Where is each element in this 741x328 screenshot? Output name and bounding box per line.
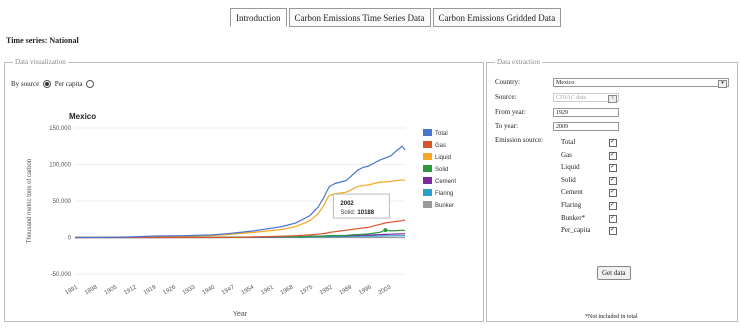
data-extraction-panel: Data extraction Country: Mexico ▾ Source… (486, 58, 738, 322)
emissions-chart: Mexico 150,000 100,000 50,000 0 -50,000 Thousa… (27, 112, 456, 318)
x-tick-label: 1982 (319, 284, 334, 296)
emission-source-checkbox[interactable] (609, 188, 617, 198)
legend-label-flaring: Flaring (435, 191, 453, 197)
x-tick-label: 1961 (260, 284, 275, 296)
legend-label-liquid: Liquid (435, 155, 451, 161)
emission-source-label: Solid (561, 175, 576, 184)
emission-source-label: Liquid (561, 163, 580, 172)
chart-title: Mexico (69, 112, 96, 121)
by-source-radio[interactable] (42, 80, 51, 89)
emission-source-label: Cement (561, 188, 583, 197)
tab-time-series[interactable]: Carbon Emissions Time Series Data (288, 8, 431, 27)
emission-source-label: Bunker* (561, 213, 586, 222)
x-tick-label: 1975 (299, 284, 314, 296)
tooltip-year: 2002 (340, 201, 354, 207)
x-tick-label: 1898 (84, 284, 99, 296)
y-tick-label: 100,000 (49, 163, 71, 169)
emission-source-label: Emission source: (495, 136, 544, 144)
emission-source-label: Per_capita (561, 226, 591, 235)
to-year-input[interactable]: 2009 (553, 122, 619, 131)
from-year-input[interactable]: 1929 (553, 108, 619, 117)
tooltip-box (332, 193, 390, 219)
series-line-total (74, 145, 406, 239)
emission-source-checkbox[interactable] (609, 176, 617, 185)
emission-source-checkbox[interactable] (609, 138, 617, 147)
emission-source-checkbox[interactable] (609, 151, 617, 160)
data-visualization-panel: Data visualization By source Per capita … (4, 58, 484, 322)
legend-label-bunker: Bunker (435, 203, 454, 209)
legend-swatch-cement (423, 177, 432, 184)
per-capita-radio[interactable] (86, 80, 95, 89)
source-value: CDIAC data (556, 95, 587, 101)
view-options: By source Per capita (11, 80, 96, 89)
x-tick-label: 1926 (162, 284, 177, 296)
x-tick-label: 1891 (64, 284, 79, 296)
x-tick-label: 2003 (378, 284, 393, 296)
tab-gridded[interactable]: Carbon Emissions Gridded Data (432, 8, 562, 27)
legend-label-gas: Gas (435, 143, 446, 149)
y-tick-label: 50,000 (53, 199, 72, 205)
source-select[interactable]: CDIAC data ▾ (553, 93, 619, 103)
emission-source-checkbox[interactable] (609, 163, 617, 173)
x-tick-label: 1968 (280, 284, 295, 296)
country-value: Mexico (556, 80, 575, 86)
to-year-label: To year: (495, 122, 519, 130)
country-select[interactable]: Mexico ▾ (553, 78, 729, 88)
data-extraction-legend: Data extraction (497, 58, 540, 66)
country-label: Country: (495, 78, 520, 86)
y-tick-label: -50,000 (51, 272, 72, 278)
x-axis-label: Year (233, 311, 248, 318)
source-label: Source: (495, 93, 517, 101)
chevron-down-icon: ▾ (718, 80, 727, 88)
emission-source-label: Flaring (561, 201, 582, 209)
page-title: Time series: National (6, 36, 79, 45)
emission-source-label: Gas (561, 150, 572, 159)
legend-swatch-liquid (423, 153, 432, 160)
x-tick-label: 1905 (104, 284, 119, 296)
y-axis-label: Thousand metric tons of carbon (27, 159, 33, 243)
legend-swatch-flaring (423, 189, 432, 196)
per-capita-label: Per capita (54, 80, 83, 88)
tab-bar: Introduction Carbon Emissions Time Serie… (230, 8, 562, 27)
x-tick-label: 1940 (201, 284, 216, 296)
emission-source-checkbox[interactable] (609, 226, 617, 236)
series-line-gas (75, 219, 406, 239)
y-tick-label: 0 (68, 236, 72, 242)
get-data-button[interactable]: Get data (597, 266, 631, 280)
legend-swatch-gas (423, 141, 432, 148)
legend-swatch-solid (423, 165, 432, 172)
by-source-label: By source (11, 80, 40, 88)
x-tick-label: 1933 (182, 284, 197, 296)
data-visualization-legend: Data visualization (15, 58, 66, 66)
legend-label-solid: Solid (435, 167, 448, 173)
tooltip-point (383, 228, 388, 233)
emission-source-label: Total (561, 138, 576, 146)
legend-label-total: Total (435, 131, 448, 137)
legend-swatch-total (423, 129, 432, 136)
chevron-down-icon: ▾ (608, 95, 617, 103)
x-tick-label: 1989 (338, 284, 353, 296)
footnote: *Not included in total (585, 314, 638, 320)
tooltip-label: Solid: (340, 210, 355, 216)
y-tick-label: 150,000 (49, 126, 71, 132)
legend-label-cement: Cement (435, 179, 456, 185)
x-tick-label: 1919 (143, 284, 158, 296)
legend-swatch-bunker (423, 201, 432, 208)
emission-source-checkbox[interactable] (609, 201, 617, 210)
x-tick-label: 1996 (358, 284, 373, 296)
x-tick-label: 1947 (221, 284, 236, 296)
tooltip-value: 10188 (357, 210, 374, 216)
tab-introduction[interactable]: Introduction (230, 8, 287, 27)
emission-source-checkbox[interactable] (609, 214, 617, 223)
from-year-label: From year: (495, 108, 526, 116)
x-tick-label: 1912 (123, 284, 138, 296)
x-tick-label: 1954 (241, 284, 256, 296)
